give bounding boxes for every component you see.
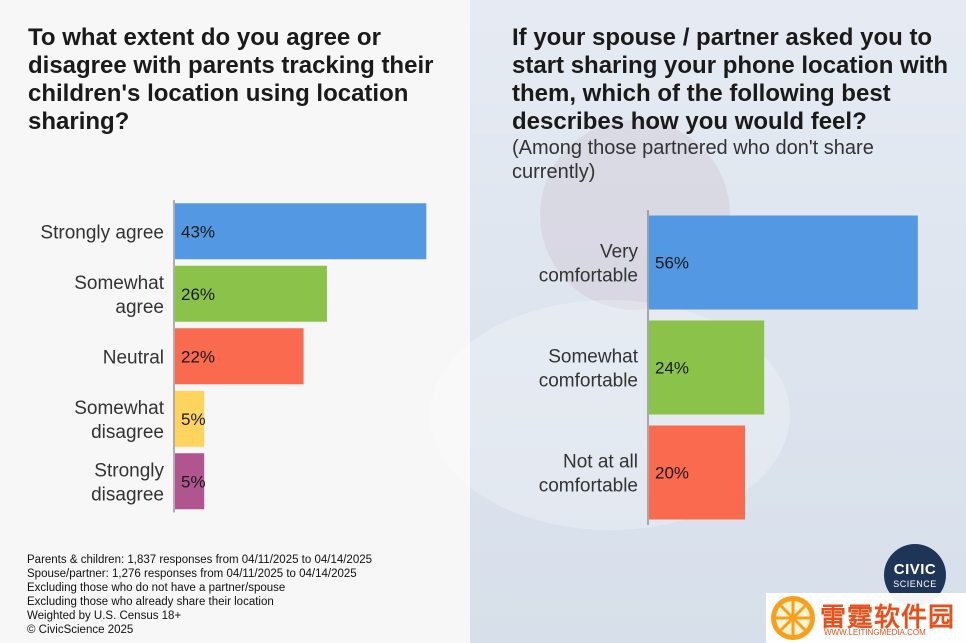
bar-value-label: 43% — [181, 222, 215, 241]
bar-value-label: 26% — [181, 285, 215, 304]
bar — [649, 215, 918, 310]
right-chart-subtitle: (Among those partnered who don't share c… — [512, 137, 874, 183]
footnotes: Parents & children: 1,837 responses from… — [27, 553, 372, 637]
bar — [175, 203, 427, 260]
bar — [649, 425, 745, 520]
left-chart-title: To what extent do you agree or disagree … — [28, 24, 434, 135]
bar-value-label: 22% — [181, 347, 215, 366]
category-label: comfortable — [539, 266, 638, 287]
category-label: comfortable — [539, 476, 638, 497]
right-chart-title: If your spouse / partner asked you to st… — [512, 24, 949, 135]
footnote-line: Parents & children: 1,837 responses from… — [27, 554, 373, 566]
watermark-text: 雷霆软件园 — [820, 603, 956, 633]
bar — [175, 453, 205, 510]
bar — [175, 328, 304, 385]
category-label: Very — [600, 242, 639, 263]
category-label: Somewhat — [548, 347, 638, 368]
category-label: Strongly — [94, 460, 164, 481]
category-label: disagree — [91, 422, 164, 443]
bar — [175, 390, 205, 447]
right-bar-chart: 56% Very comfortable 24% Somewhat comfortable… — [539, 210, 918, 525]
logo-line-1: CIVIC — [893, 561, 937, 578]
category-label: agree — [115, 297, 164, 318]
bar-value-label: 20% — [655, 464, 689, 483]
category-label: Neutral — [103, 347, 164, 368]
footnote-line: Spouse/partner: 1,276 responses from 04/… — [27, 568, 357, 580]
category-label: Somewhat — [74, 273, 164, 294]
category-label: Not at all — [563, 452, 638, 473]
category-label: Somewhat — [74, 398, 164, 419]
category-label: comfortable — [539, 371, 638, 392]
logo-line-2: SCIENCE — [893, 579, 937, 589]
orange-slice-icon — [771, 596, 815, 640]
left-bar-chart: 43% Strongly agree 26% Somewhat agree 22% Neut… — [40, 200, 427, 513]
category-label: Strongly agree — [40, 222, 164, 243]
bar-value-label: 5% — [181, 410, 206, 429]
footnote-line: Excluding those who already share their … — [27, 596, 274, 608]
bar-value-label: 5% — [181, 472, 206, 491]
footnote-line: © CivicScience 2025 — [27, 624, 134, 636]
bar-value-label: 24% — [655, 359, 689, 378]
bar-value-label: 56% — [655, 254, 689, 273]
footnote-line: Excluding those who do not have a partne… — [27, 582, 286, 594]
bar — [175, 265, 327, 322]
category-label: disagree — [91, 484, 164, 505]
watermark-url: WWW.LEITINGMEDIA.COM — [824, 628, 926, 637]
footnote-line: Weighted by U.S. Census 18+ — [27, 610, 182, 622]
bar — [649, 320, 765, 415]
watermark: 雷霆软件园 WWW.LEITINGMEDIA.COM — [766, 593, 966, 643]
